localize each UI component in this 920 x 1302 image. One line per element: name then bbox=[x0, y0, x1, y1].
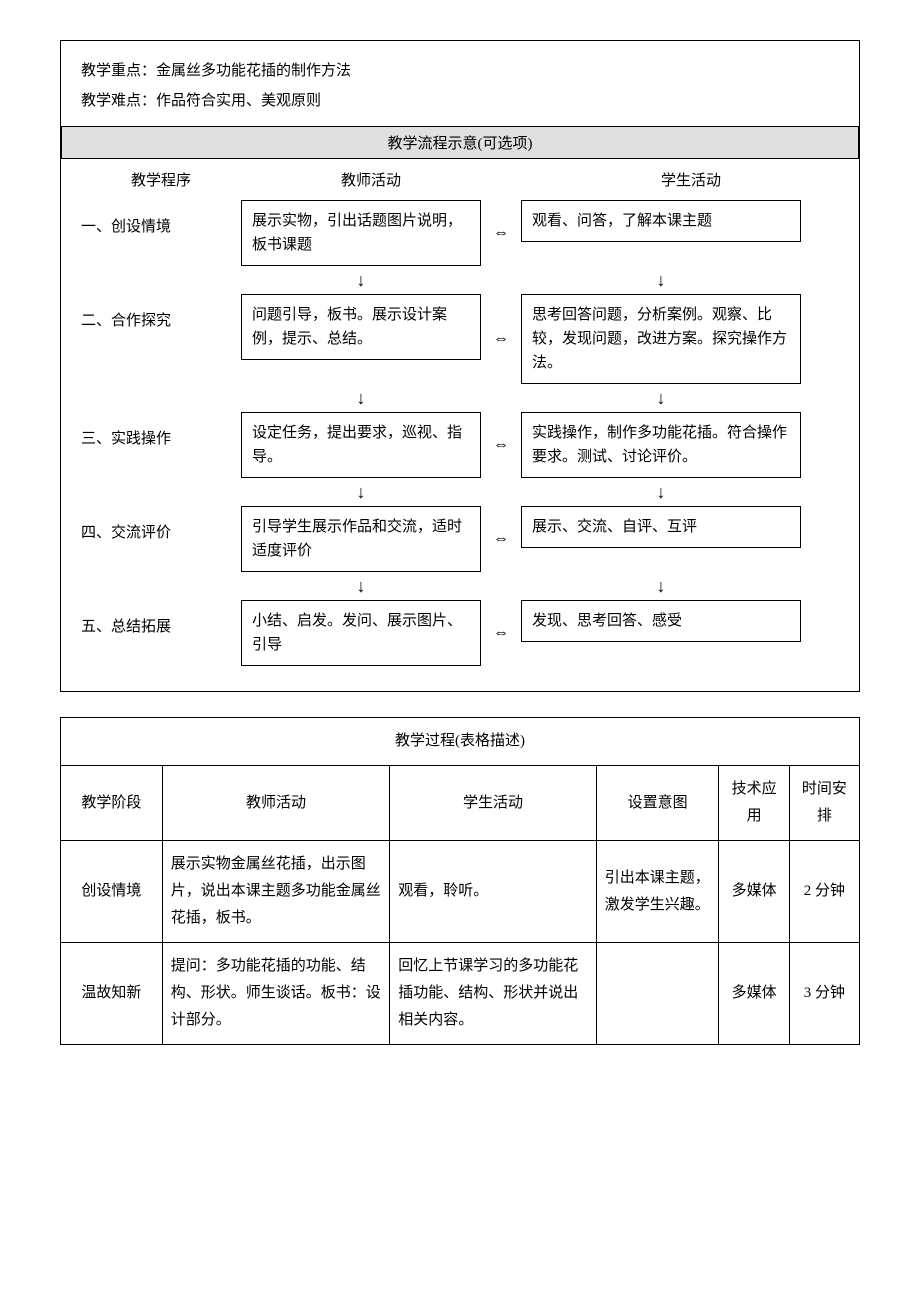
focus-label: 教学重点： bbox=[81, 63, 156, 79]
lesson-info-box: 教学重点：金属丝多功能花插的制作方法 教学难点：作品符合实用、美观原则 教学流程… bbox=[60, 40, 860, 692]
flow-header-program: 教学程序 bbox=[81, 169, 241, 190]
flow-down-arrows: ↓ ↓ bbox=[81, 271, 839, 289]
flow-row: 五、总结拓展 小结、启发。发问、展示图片、引导 ⇔ 发现、思考回答、感受 bbox=[81, 600, 839, 666]
header-text: 教学重点：金属丝多功能花插的制作方法 教学难点：作品符合实用、美观原则 bbox=[81, 56, 839, 116]
flow-step-label: 四、交流评价 bbox=[81, 506, 241, 542]
flow-row: 三、实践操作 设定任务，提出要求，巡视、指导。 ⇔ 实践操作，制作多功能花插。符… bbox=[81, 412, 839, 478]
bi-arrow-icon: ⇔ bbox=[481, 506, 521, 572]
process-table: 教学过程(表格描述) 教学阶段 教师活动 学生活动 设置意图 技术应用 时间安排… bbox=[60, 717, 860, 1045]
cell-intent: 引出本课主题，激发学生兴趣。 bbox=[596, 841, 719, 943]
down-arrow-icon: ↓ bbox=[521, 389, 801, 407]
flow-step-label: 一、创设情境 bbox=[81, 200, 241, 236]
process-title-row: 教学过程(表格描述) bbox=[61, 718, 860, 766]
flow-down-arrows: ↓ ↓ bbox=[81, 577, 839, 595]
col-header-tech: 技术应用 bbox=[719, 766, 789, 841]
difficulty-text: 作品符合实用、美观原则 bbox=[156, 93, 321, 109]
cell-student: 回忆上节课学习的多功能花插功能、结构、形状并说出相关内容。 bbox=[390, 943, 597, 1045]
bi-arrow-icon: ⇔ bbox=[481, 412, 521, 478]
col-header-teacher: 教师活动 bbox=[162, 766, 390, 841]
flow-student-box: 思考回答问题，分析案例。观察、比较，发现问题，改进方案。探究操作方法。 bbox=[521, 294, 801, 384]
table-row: 温故知新 提问：多功能花插的功能、结构、形状。师生谈话。板书：设计部分。 回忆上… bbox=[61, 943, 860, 1045]
flow-row: 四、交流评价 引导学生展示作品和交流，适时适度评价 ⇔ 展示、交流、自评、互评 bbox=[81, 506, 839, 572]
flow-student-box: 观看、问答，了解本课主题 bbox=[521, 200, 801, 242]
focus-text: 金属丝多功能花插的制作方法 bbox=[156, 63, 351, 79]
flow-down-arrows: ↓ ↓ bbox=[81, 389, 839, 407]
cell-time: 2 分钟 bbox=[789, 841, 859, 943]
down-arrow-icon: ↓ bbox=[521, 271, 801, 289]
down-arrow-icon: ↓ bbox=[241, 389, 481, 407]
flow-student-box: 实践操作，制作多功能花插。符合操作要求。测试、讨论评价。 bbox=[521, 412, 801, 478]
col-header-stage: 教学阶段 bbox=[61, 766, 163, 841]
down-arrow-icon: ↓ bbox=[521, 577, 801, 595]
difficulty-label: 教学难点： bbox=[81, 93, 156, 109]
cell-stage: 温故知新 bbox=[61, 943, 163, 1045]
flow-title: 教学流程示意(可选项) bbox=[61, 126, 859, 159]
flow-teacher-box: 小结、启发。发问、展示图片、引导 bbox=[241, 600, 481, 666]
flow-header-teacher: 教师活动 bbox=[241, 169, 501, 190]
cell-intent bbox=[596, 943, 719, 1045]
cell-stage: 创设情境 bbox=[61, 841, 163, 943]
down-arrow-icon: ↓ bbox=[521, 483, 801, 501]
flow-teacher-box: 问题引导，板书。展示设计案例，提示、总结。 bbox=[241, 294, 481, 360]
cell-teacher: 提问：多功能花插的功能、结构、形状。师生谈话。板书：设计部分。 bbox=[162, 943, 390, 1045]
flow-step-label: 五、总结拓展 bbox=[81, 600, 241, 636]
down-arrow-icon: ↓ bbox=[241, 483, 481, 501]
flow-column-headers: 教学程序 教师活动 学生活动 bbox=[81, 169, 839, 190]
bi-arrow-icon: ⇔ bbox=[481, 200, 521, 266]
flow-step-label: 三、实践操作 bbox=[81, 412, 241, 448]
flow-student-box: 展示、交流、自评、互评 bbox=[521, 506, 801, 548]
flow-teacher-box: 引导学生展示作品和交流，适时适度评价 bbox=[241, 506, 481, 572]
process-title: 教学过程(表格描述) bbox=[61, 718, 860, 766]
cell-teacher: 展示实物金属丝花插，出示图片，说出本课主题多功能金属丝花插，板书。 bbox=[162, 841, 390, 943]
bi-arrow-icon: ⇔ bbox=[481, 600, 521, 666]
cell-time: 3 分钟 bbox=[789, 943, 859, 1045]
process-header-row: 教学阶段 教师活动 学生活动 设置意图 技术应用 时间安排 bbox=[61, 766, 860, 841]
flow-teacher-box: 展示实物，引出话题图片说明，板书课题 bbox=[241, 200, 481, 266]
flow-down-arrows: ↓ ↓ bbox=[81, 483, 839, 501]
cell-tech: 多媒体 bbox=[719, 943, 789, 1045]
flow-step-label: 二、合作探究 bbox=[81, 294, 241, 330]
cell-tech: 多媒体 bbox=[719, 841, 789, 943]
col-header-time: 时间安排 bbox=[789, 766, 859, 841]
flow-header-student: 学生活动 bbox=[551, 169, 831, 190]
col-header-intent: 设置意图 bbox=[596, 766, 719, 841]
down-arrow-icon: ↓ bbox=[241, 271, 481, 289]
flow-student-box: 发现、思考回答、感受 bbox=[521, 600, 801, 642]
col-header-student: 学生活动 bbox=[390, 766, 597, 841]
bi-arrow-icon: ⇔ bbox=[481, 294, 521, 384]
table-row: 创设情境 展示实物金属丝花插，出示图片，说出本课主题多功能金属丝花插，板书。 观… bbox=[61, 841, 860, 943]
flow-row: 一、创设情境 展示实物，引出话题图片说明，板书课题 ⇔ 观看、问答，了解本课主题 bbox=[81, 200, 839, 266]
flow-teacher-box: 设定任务，提出要求，巡视、指导。 bbox=[241, 412, 481, 478]
cell-student: 观看，聆听。 bbox=[390, 841, 597, 943]
flow-row: 二、合作探究 问题引导，板书。展示设计案例，提示、总结。 ⇔ 思考回答问题，分析… bbox=[81, 294, 839, 384]
down-arrow-icon: ↓ bbox=[241, 577, 481, 595]
